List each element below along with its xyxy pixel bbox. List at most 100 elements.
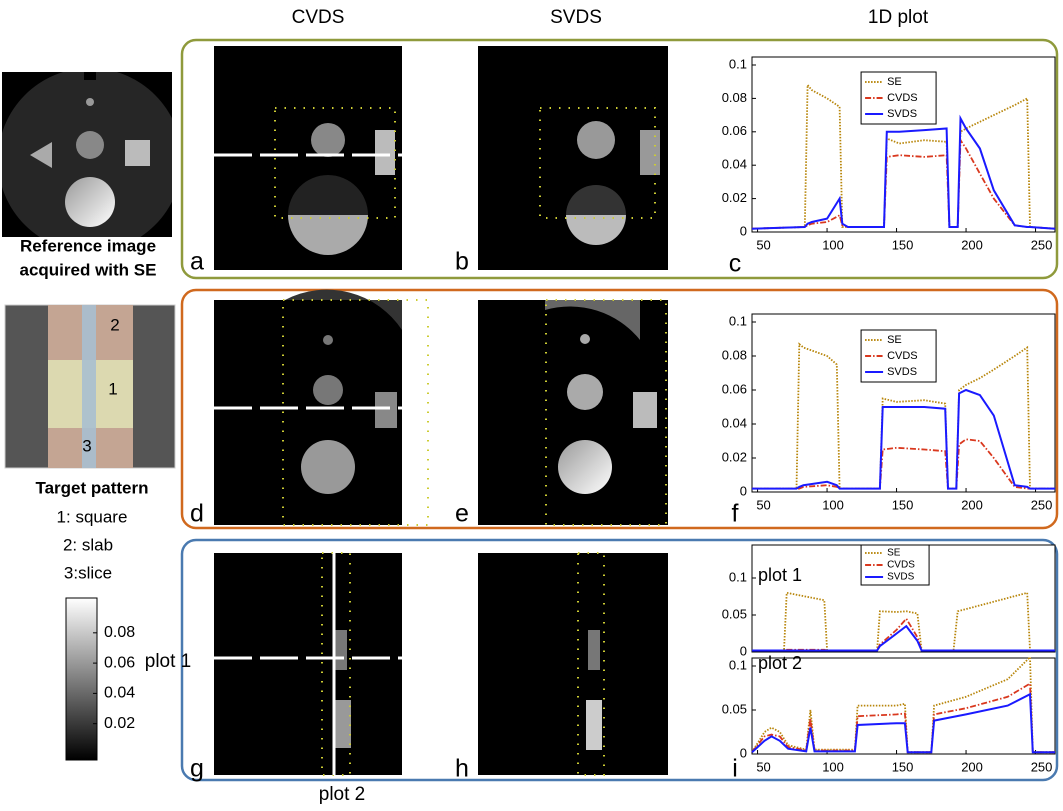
- image-bg: [478, 553, 668, 775]
- image-bg: [478, 46, 668, 270]
- image-shape: [545, 300, 640, 340]
- panel-label: f: [732, 500, 739, 528]
- x-tick-label: 50: [756, 497, 770, 512]
- image-shape: [84, 72, 96, 80]
- panel-label: e: [455, 500, 469, 528]
- x-tick-label: 50: [756, 237, 770, 252]
- y-tick-label: 0.1: [729, 569, 747, 584]
- slice-region: [82, 305, 96, 468]
- series-line: [752, 624, 1055, 652]
- x-tick-label: 250: [1031, 759, 1053, 774]
- series-line: [751, 682, 1055, 754]
- legend-label: SE: [887, 76, 902, 88]
- series-line: [751, 655, 1055, 754]
- legend-label: SVDS: [887, 572, 915, 583]
- y-tick-label: 0: [740, 483, 747, 498]
- legend-label: CVDS: [887, 560, 915, 571]
- image-shape: [566, 215, 626, 245]
- series-line: [752, 342, 1055, 490]
- image-panel: [478, 552, 668, 776]
- legend-item: 3:slice: [64, 563, 112, 582]
- caption: acquired with SE: [20, 260, 157, 279]
- y-tick-label: 0.05: [722, 606, 747, 621]
- target-outline: [282, 299, 429, 526]
- column-header: 1D plot: [868, 7, 929, 28]
- series-line: [752, 388, 1055, 490]
- panel-label: i: [732, 755, 738, 783]
- image-panel: [214, 552, 440, 776]
- y-tick-label: 0.1: [729, 313, 747, 328]
- pattern-number: 1: [108, 379, 117, 398]
- legend-label: CVDS: [887, 92, 918, 104]
- x-tick-label: 250: [1031, 237, 1053, 252]
- image-shape: [375, 130, 395, 175]
- series-line: [751, 114, 1056, 230]
- image-shape: [588, 630, 600, 670]
- target-outline: [539, 107, 656, 219]
- series-line: [751, 137, 1056, 230]
- image-shape: [586, 700, 602, 750]
- image-shape: [313, 375, 343, 405]
- legend-label: CVDS: [887, 350, 918, 362]
- y-tick-label: 0: [740, 745, 747, 760]
- image-shape: [566, 185, 626, 215]
- image-shape: [323, 335, 333, 345]
- legend-item: 2: slab: [63, 535, 113, 554]
- legend-label: SVDS: [887, 366, 917, 378]
- y-tick-label: 0.1: [729, 56, 747, 71]
- image-shape: [558, 440, 612, 494]
- image-shape: [335, 630, 347, 670]
- x-tick-label: 50: [756, 759, 770, 774]
- row-frame: [180, 288, 1059, 530]
- image-shape: [311, 123, 345, 157]
- x-tick-label: 150: [892, 497, 914, 512]
- image-shape: [577, 121, 615, 159]
- panel-label: h: [455, 755, 469, 783]
- y-tick-label: 0.08: [722, 347, 747, 362]
- y-tick-label: 0.06: [722, 381, 747, 396]
- plot-annotation: plot 1: [758, 565, 802, 585]
- x-tick-label: 250: [1031, 497, 1053, 512]
- image-bg: [214, 553, 402, 775]
- x-tick-label: 100: [822, 497, 844, 512]
- plot-label: plot 1: [145, 651, 191, 672]
- image-shape: [567, 374, 603, 410]
- image-shape: [633, 392, 657, 428]
- colorbar-label: 0.08: [104, 624, 135, 641]
- image-shape: [301, 440, 355, 494]
- y-tick-label: 0.02: [722, 190, 747, 205]
- image-shape: [125, 140, 150, 166]
- series-line: [752, 617, 1055, 652]
- image-shape: [580, 334, 590, 344]
- series-line: [751, 692, 1055, 754]
- image-shape: [375, 392, 397, 428]
- y-tick-label: 0.02: [722, 449, 747, 464]
- series-line: [751, 82, 1056, 230]
- image-panel: [478, 46, 668, 270]
- image-shape: [288, 215, 368, 255]
- y-tick-label: 0.05: [722, 701, 747, 716]
- panel-label: g: [190, 755, 204, 783]
- legend-item: 1: square: [57, 507, 128, 526]
- series-line: [752, 438, 1055, 490]
- x-tick-label: 150: [892, 237, 914, 252]
- y-tick-label: 0.06: [722, 123, 747, 138]
- panel-label: c: [729, 250, 742, 278]
- image-shape: [333, 700, 351, 748]
- y-tick-label: 0.04: [722, 157, 747, 172]
- image-shape: [640, 130, 660, 175]
- row-frame: [180, 538, 1059, 782]
- colorbar: [65, 597, 98, 761]
- panel-label: b: [455, 248, 469, 276]
- image-shape: [86, 98, 94, 106]
- x-tick-label: 100: [822, 237, 844, 252]
- y-tick-label: 0.04: [722, 415, 747, 430]
- x-tick-label: 150: [892, 759, 914, 774]
- legend-label: SE: [887, 548, 901, 559]
- y-tick-label: 0.1: [729, 657, 747, 672]
- image-shape: [76, 131, 104, 159]
- column-header: CVDS: [292, 7, 345, 28]
- image-panel: [214, 46, 440, 270]
- legend-label: SVDS: [887, 108, 917, 120]
